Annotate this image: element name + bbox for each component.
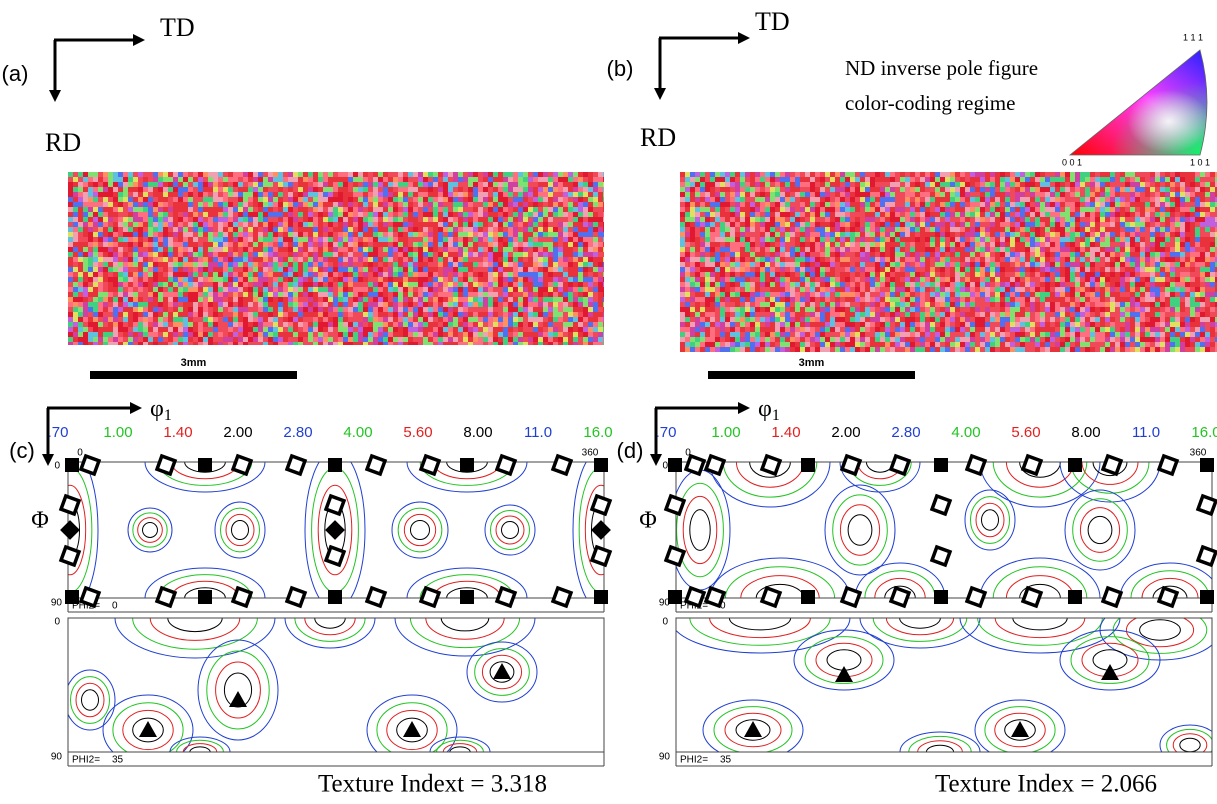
panel-label: (a) <box>2 61 29 86</box>
axis-label-rd: RD <box>640 123 676 152</box>
panel-label: (b) <box>607 56 634 81</box>
orientation-map <box>680 172 1217 352</box>
orientation-map <box>68 172 604 345</box>
scale-bar-label: 3mm <box>181 357 207 369</box>
arrow-head <box>133 34 145 46</box>
grain <box>603 342 604 345</box>
axis-label-td: TD <box>160 13 195 42</box>
arrow-head <box>654 88 666 100</box>
arrow-head <box>738 32 750 44</box>
arrow-head <box>49 90 61 102</box>
axis-label-rd: RD <box>45 128 81 157</box>
scale-bar <box>90 371 297 379</box>
axis-label-td: TD <box>755 7 790 36</box>
